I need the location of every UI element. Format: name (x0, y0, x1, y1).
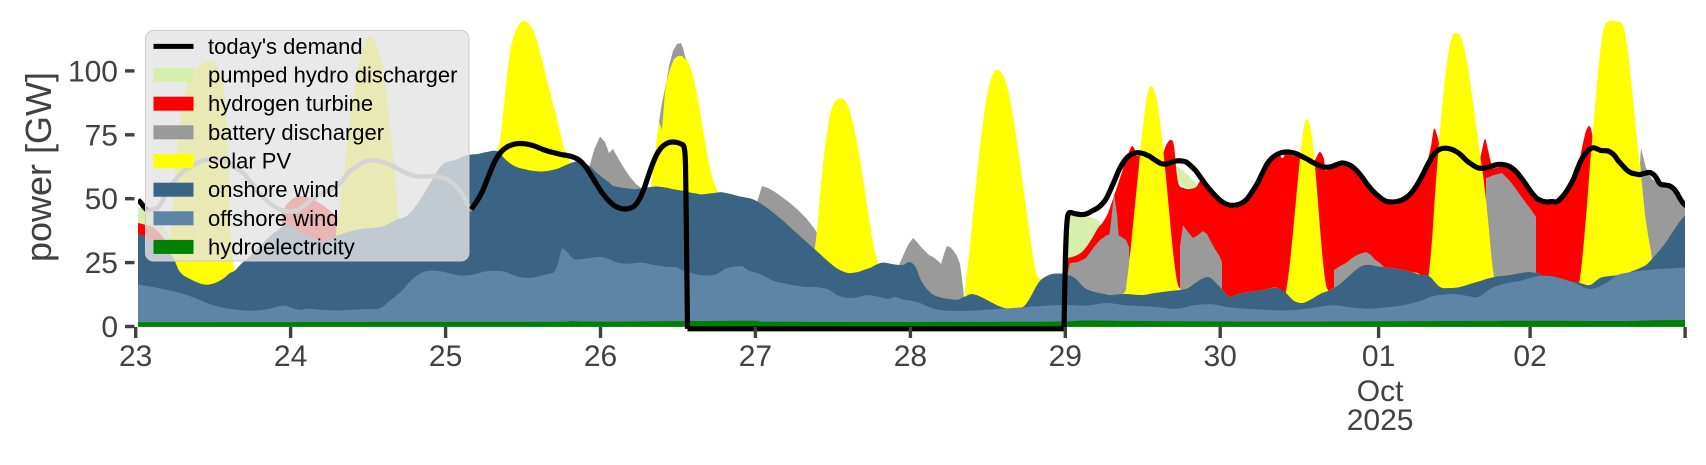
svg-text:29: 29 (1049, 340, 1082, 373)
svg-text:pumped hydro discharger: pumped hydro discharger (208, 63, 457, 88)
svg-text:100: 100 (68, 55, 118, 88)
svg-text:25: 25 (429, 340, 462, 373)
svg-text:23: 23 (119, 340, 152, 373)
svg-text:onshore wind: onshore wind (208, 177, 339, 202)
svg-text:0: 0 (101, 311, 118, 344)
svg-text:25: 25 (85, 247, 118, 280)
svg-text:30: 30 (1204, 340, 1237, 373)
svg-text:50: 50 (85, 183, 118, 216)
svg-text:27: 27 (739, 340, 772, 373)
svg-text:02: 02 (1513, 340, 1546, 373)
svg-text:01: 01 (1362, 340, 1395, 373)
svg-text:26: 26 (584, 340, 617, 373)
svg-text:battery discharger: battery discharger (208, 120, 384, 145)
svg-text:solar PV: solar PV (208, 149, 291, 174)
svg-text:hydrogen turbine: hydrogen turbine (208, 91, 373, 116)
svg-text:75: 75 (85, 119, 118, 152)
svg-text:hydroelectricity: hydroelectricity (208, 234, 355, 259)
svg-text:2025: 2025 (1347, 404, 1414, 437)
svg-text:offshore wind: offshore wind (208, 206, 338, 231)
svg-text:Oct: Oct (1357, 375, 1404, 408)
svg-text:24: 24 (274, 340, 307, 373)
svg-text:today's demand: today's demand (208, 34, 363, 59)
svg-text:28: 28 (894, 340, 927, 373)
svg-text:power [GW]: power [GW] (18, 72, 59, 262)
